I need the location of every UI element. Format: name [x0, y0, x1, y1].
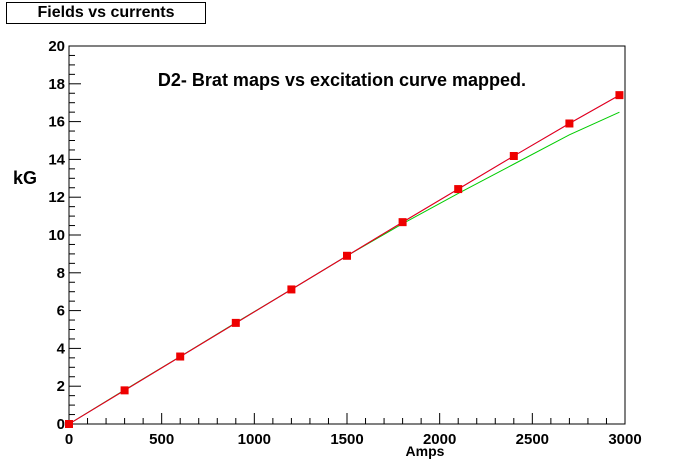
- data-point: [615, 91, 624, 100]
- y-tick-label: 8: [57, 265, 65, 282]
- x-tick-label: 0: [65, 431, 73, 448]
- chart-title: Fields vs currents: [6, 2, 206, 24]
- y-tick-label: 14: [48, 151, 65, 168]
- y-tick-label: 18: [48, 76, 65, 93]
- data-point: [287, 285, 296, 294]
- chart-annotation: D2- Brat maps vs excitation curve mapped…: [158, 70, 526, 90]
- y-tick-label: 6: [57, 303, 65, 320]
- y-tick-label: 4: [57, 340, 66, 357]
- data-point: [509, 151, 518, 160]
- x-tick-label: 1000: [238, 431, 271, 448]
- y-axis-label: kG: [13, 168, 37, 188]
- y-tick-label: 16: [48, 114, 65, 131]
- series-line: [68, 111, 620, 425]
- x-tick-label: 2500: [516, 431, 549, 448]
- x-tick-label: 2000: [423, 431, 456, 448]
- y-tick-label: 10: [48, 227, 65, 244]
- y-tick-label: 0: [57, 416, 65, 433]
- x-tick-label: 3000: [608, 431, 641, 448]
- data-point: [398, 218, 407, 227]
- data-point: [120, 386, 129, 395]
- x-axis-label: Amps: [406, 443, 445, 459]
- y-tick-label: 20: [48, 38, 65, 55]
- x-tick-label: 1500: [330, 431, 363, 448]
- x-tick-label: 500: [149, 431, 174, 448]
- data-point: [231, 318, 240, 327]
- y-tick-label: 12: [48, 189, 65, 206]
- data-point: [454, 185, 463, 194]
- data-point: [565, 119, 574, 128]
- data-point: [343, 251, 351, 260]
- plot-frame: [68, 45, 626, 425]
- data-point: [176, 352, 185, 361]
- y-tick-label: 2: [57, 378, 65, 395]
- data-point: [65, 420, 73, 428]
